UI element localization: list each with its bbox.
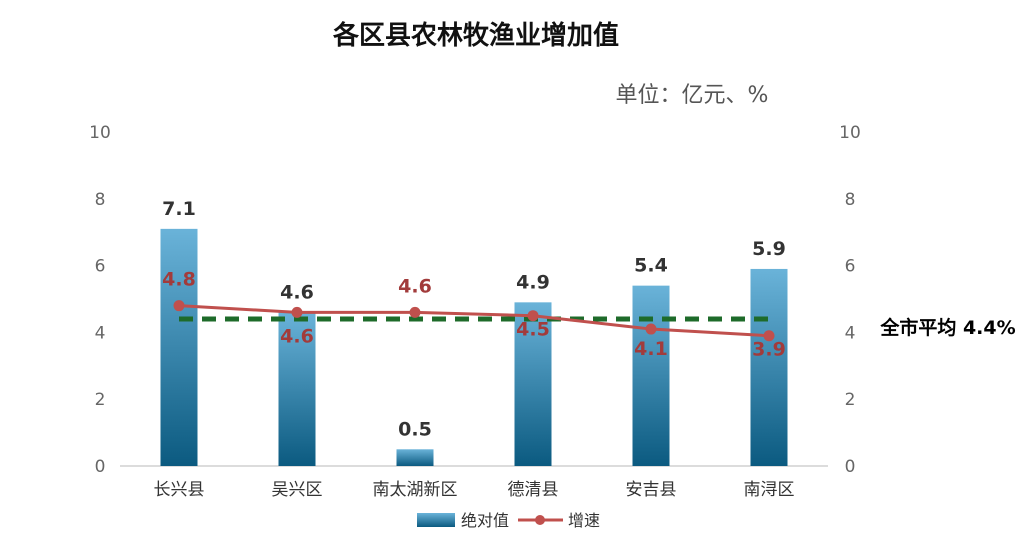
right-tick-label: 6 bbox=[845, 257, 856, 277]
legend-swatch-bar bbox=[417, 513, 455, 527]
line-point bbox=[173, 300, 185, 312]
line-series bbox=[173, 300, 775, 342]
line-value-label: 4.6 bbox=[280, 325, 314, 347]
category-label: 南太湖新区 bbox=[373, 480, 458, 500]
right-tick-label: 8 bbox=[845, 190, 856, 210]
bar bbox=[632, 285, 670, 466]
bar-series bbox=[160, 228, 788, 466]
bar-value-label: 0.5 bbox=[398, 418, 432, 440]
bar bbox=[750, 268, 788, 466]
bar-value-label: 5.9 bbox=[752, 238, 786, 260]
chart-title: 各区县农林牧渔业增加值 bbox=[332, 20, 619, 51]
line-labels: 4.8 4.6 4.6 4.5 4.1 3.9 bbox=[162, 269, 786, 361]
bar-value-label: 5.4 bbox=[634, 255, 668, 277]
category-label: 南浔区 bbox=[744, 480, 795, 500]
left-tick-label: 0 bbox=[95, 457, 106, 477]
legend-label-bar: 绝对值 bbox=[461, 511, 509, 530]
line-value-label: 4.1 bbox=[634, 338, 668, 360]
category-labels: 长兴县 吴兴区 南太湖新区 德清县 安吉县 南浔区 bbox=[154, 480, 795, 500]
category-label: 德清县 bbox=[508, 480, 559, 500]
bar bbox=[278, 312, 316, 466]
bar-value-label: 7.1 bbox=[162, 198, 196, 220]
category-label: 安吉县 bbox=[626, 480, 677, 500]
bar-value-label: 4.6 bbox=[280, 281, 314, 303]
legend: 绝对值 增速 bbox=[417, 511, 600, 530]
category-label: 吴兴区 bbox=[272, 480, 323, 500]
left-tick-label: 10 bbox=[89, 123, 111, 143]
left-tick-label: 4 bbox=[95, 323, 106, 343]
unit-label: 单位：亿元、% bbox=[616, 83, 769, 108]
legend-label-line: 增速 bbox=[568, 511, 600, 530]
average-label: 全市平均 4.4% bbox=[879, 316, 1015, 339]
left-axis: 0 2 4 6 8 10 bbox=[89, 123, 111, 477]
line-value-label: 3.9 bbox=[752, 339, 786, 361]
bar bbox=[514, 302, 552, 466]
bar-labels: 7.1 4.6 0.5 4.9 5.4 5.9 bbox=[162, 198, 786, 440]
right-tick-label: 10 bbox=[839, 123, 861, 143]
line-point bbox=[409, 306, 421, 318]
left-tick-label: 2 bbox=[95, 390, 106, 410]
right-axis: 0 2 4 6 8 10 bbox=[839, 123, 861, 477]
line-value-label: 4.8 bbox=[162, 269, 196, 291]
right-tick-label: 0 bbox=[845, 457, 856, 477]
line-path bbox=[178, 304, 770, 338]
left-tick-label: 8 bbox=[95, 190, 106, 210]
right-tick-label: 4 bbox=[845, 323, 856, 343]
bar bbox=[160, 228, 198, 466]
line-value-label: 4.6 bbox=[398, 275, 432, 297]
bar-value-label: 4.9 bbox=[516, 271, 550, 293]
line-point bbox=[527, 310, 539, 322]
line-point bbox=[291, 306, 303, 318]
bar bbox=[396, 449, 434, 466]
legend-marker-line bbox=[535, 515, 545, 525]
line-value-label: 4.5 bbox=[516, 319, 550, 341]
right-tick-label: 2 bbox=[845, 390, 856, 410]
left-tick-label: 6 bbox=[95, 257, 106, 277]
line-point bbox=[645, 323, 657, 335]
line-point bbox=[763, 330, 775, 342]
category-label: 长兴县 bbox=[154, 480, 205, 500]
